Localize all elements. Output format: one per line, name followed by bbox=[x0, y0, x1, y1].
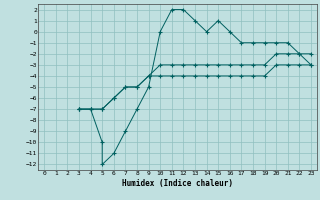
X-axis label: Humidex (Indice chaleur): Humidex (Indice chaleur) bbox=[122, 179, 233, 188]
